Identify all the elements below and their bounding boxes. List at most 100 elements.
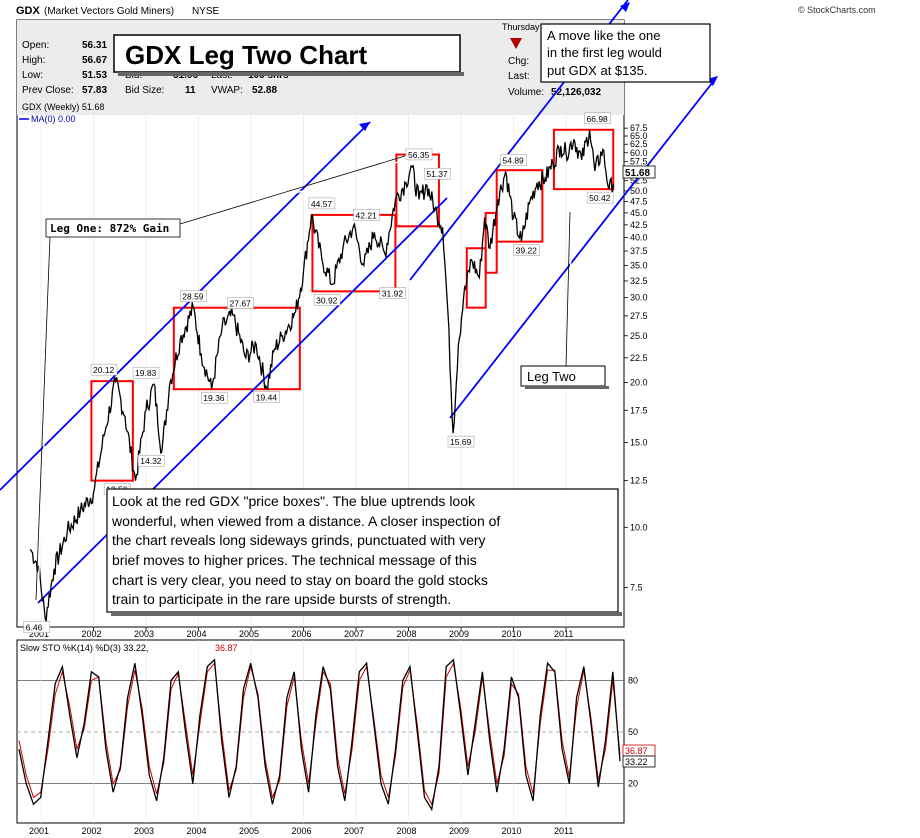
y-tick-label: 40.0 — [630, 233, 648, 243]
leg-two-pointer-highlight — [567, 211, 573, 369]
value-label: 27.67 — [230, 299, 252, 309]
osc-x-tick-label: 2011 — [554, 826, 573, 836]
y-tick-label: 17.5 — [630, 405, 648, 415]
value-label: 15.69 — [450, 437, 472, 447]
commentary-line-1: Look at the red GDX "price boxes". The b… — [112, 493, 476, 509]
y-tick-label: 57.5 — [630, 157, 648, 167]
value-label-box — [253, 391, 280, 403]
y-tick-label: 50.0 — [630, 186, 648, 196]
volume-label: Volume: — [508, 87, 544, 98]
ma-legend: MA(0) 0.00 — [31, 114, 76, 124]
value-label: 28.59 — [182, 292, 204, 302]
value-label-box — [180, 290, 207, 302]
value-label: 19.83 — [135, 368, 157, 378]
trend-line-lower-leg-one — [37, 197, 448, 604]
y-tick-label: 47.5 — [630, 197, 648, 207]
oscillator-k-line — [18, 658, 621, 812]
y-tick-label: 62.5 — [630, 139, 648, 149]
y-tick-label: 37.5 — [630, 246, 648, 256]
osc-k-last: 33.22 — [625, 757, 648, 767]
title-box-shadow — [118, 72, 464, 76]
value-label-box — [379, 287, 406, 299]
bid-size-value: 11 — [185, 85, 196, 96]
last-value-marker — [622, 165, 656, 179]
open-value: 56.31 — [82, 40, 107, 51]
osc-k-marker — [622, 755, 656, 768]
value-label-box — [353, 209, 380, 221]
vwap-label: VWAP: — [211, 85, 243, 96]
y-tick-label: 32.5 — [630, 276, 648, 286]
value-label-box — [227, 297, 254, 309]
value-label: 30.92 — [316, 295, 338, 305]
high-value: 56.67 — [82, 55, 107, 66]
price-series-line — [29, 129, 614, 622]
y-tick-label: 52.5 — [630, 176, 648, 186]
osc-x-tick-label: 2010 — [502, 826, 522, 836]
value-label-box — [500, 154, 527, 166]
high-label: High: — [22, 55, 45, 66]
value-label: 19.36 — [203, 393, 225, 403]
trend-line-upper-leg-one — [0, 121, 371, 491]
symbol-name: (Market Vectors Gold Miners) — [44, 6, 174, 17]
source-credit: © StockCharts.com — [798, 5, 876, 15]
oscillator-signal-legend: 36.87 — [215, 643, 238, 653]
commentary-text: Look at the red GDX "price boxes". The b… — [111, 493, 500, 607]
value-label: 19.44 — [256, 392, 278, 402]
y-tick-label: 27.5 — [630, 311, 648, 321]
x-tick-label: 2004 — [187, 629, 207, 639]
y-tick-label: 45.0 — [630, 208, 648, 218]
value-label: 6.46 — [26, 623, 43, 633]
chart-title: GDX Leg Two Chart — [125, 40, 368, 70]
day-label: Thursday — [502, 22, 540, 32]
value-label: 54.89 — [503, 155, 525, 165]
y-tick-label: 65.0 — [630, 131, 648, 141]
x-tick-label: 2007 — [344, 629, 364, 639]
arrow-head-icon — [359, 122, 370, 131]
x-tick-label: 2010 — [502, 629, 522, 639]
y-tick-label: 42.5 — [630, 220, 648, 230]
callout-line-2: in the first leg would — [547, 45, 662, 60]
value-label: 50.42 — [589, 193, 611, 203]
price-y-axis: 7.5 10.0 12.5 15.0 17.5 20.0 22.5 25.0 27.5 30.0 3… — [624, 123, 648, 592]
y-tick-label: 30.0 — [630, 293, 648, 303]
commentary-box-shadow — [111, 612, 622, 616]
commentary-line-6: train to participate in the rare upside … — [112, 591, 451, 607]
y-tick-label: 15.0 — [630, 438, 648, 448]
price-legend: GDX (Weekly) 51.68 — [22, 102, 104, 112]
osc-x-tick-label: 2007 — [344, 826, 364, 836]
last2-label: Last: — [508, 71, 530, 82]
value-label-box — [201, 391, 228, 404]
x-tick-label: 2006 — [292, 629, 312, 639]
commentary-line-2: wonderful, when viewed from a distance. … — [111, 513, 500, 529]
value-label: 56.35 — [408, 150, 430, 160]
osc-x-tick-label: 2006 — [292, 826, 312, 836]
value-label: 44.57 — [311, 199, 333, 209]
y-tick-label: 35.0 — [630, 260, 648, 270]
osc-x-tick-label: 2005 — [239, 826, 259, 836]
y-tick-label: 20.0 — [630, 377, 648, 387]
chg-label: Chg: — [508, 56, 529, 67]
y-tick-label: 7.5 — [630, 582, 643, 592]
bid-size-label: Bid Size: — [125, 85, 164, 96]
osc-signal-last: 36.87 — [625, 746, 648, 756]
osc-x-tick-label: 2003 — [134, 826, 154, 836]
value-label-box — [405, 148, 433, 161]
price-box — [552, 128, 615, 191]
osc-x-tick-label: 2009 — [449, 826, 469, 836]
x-tick-label: 2009 — [449, 629, 469, 639]
vwap-value: 52.88 — [252, 85, 277, 96]
projection-callout — [540, 23, 711, 83]
price-box — [484, 211, 498, 274]
y-tick-label: 60.0 — [630, 148, 648, 158]
osc-x-tick-label: 2004 — [187, 826, 207, 836]
arrow-head-icon — [620, 2, 630, 12]
osc-x-tick-label: 2002 — [82, 826, 102, 836]
value-label-box — [424, 167, 451, 180]
y-tick-label: 10.0 — [630, 522, 648, 532]
leg-two-pointer — [565, 211, 571, 369]
osc-x-tick-label: 2008 — [397, 826, 417, 836]
value-label: 39.22 — [516, 246, 538, 256]
oscillator-y-axis: 20 50 80 — [628, 675, 638, 788]
value-label-box — [132, 366, 160, 379]
value-label-box — [584, 112, 611, 125]
